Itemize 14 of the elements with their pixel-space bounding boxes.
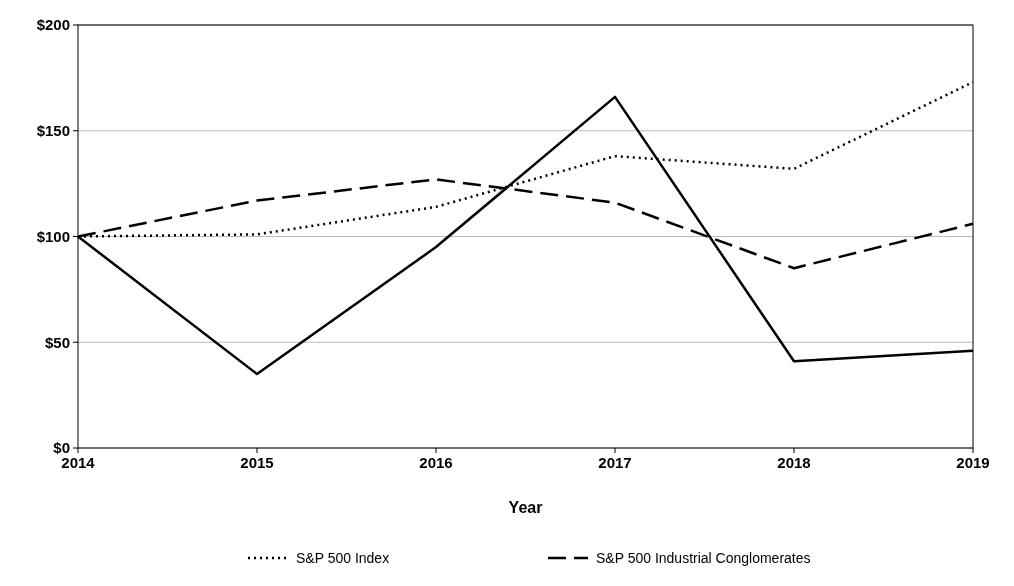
x-tick-label: 2017 xyxy=(598,454,632,471)
x-tick-label: 2016 xyxy=(419,454,453,471)
x-tick-label: 2018 xyxy=(777,454,811,471)
y-tick-label: $0 xyxy=(53,439,70,457)
legend-label: S&P 500 Index xyxy=(296,549,390,566)
legend-label: S&P 500 Industrial Conglomerates xyxy=(596,549,811,566)
x-tick-label: 2015 xyxy=(240,454,274,471)
x-tick-label: 2014 xyxy=(61,454,96,471)
y-tick-label: $200 xyxy=(36,16,70,34)
y-tick-label: $50 xyxy=(44,333,70,351)
x-axis-title: Year xyxy=(508,499,543,516)
y-tick-label: $150 xyxy=(36,122,70,139)
x-tick-label: 2019 xyxy=(956,454,990,471)
y-tick-label: $100 xyxy=(36,227,70,245)
